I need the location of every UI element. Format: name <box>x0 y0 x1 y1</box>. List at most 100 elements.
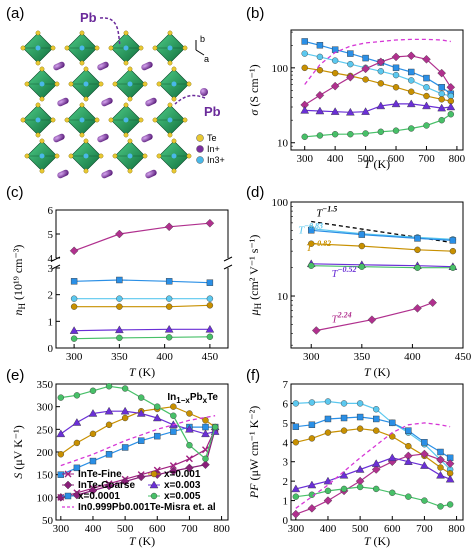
data-point <box>116 295 123 302</box>
x-tick-label: 300 <box>288 523 305 535</box>
data-point <box>406 51 416 61</box>
legend-te-swatch <box>196 134 204 142</box>
data-point <box>315 91 325 100</box>
data-point <box>70 295 78 302</box>
data-point <box>340 414 348 422</box>
data-point <box>438 84 445 91</box>
series-line <box>311 228 453 240</box>
in3-atom <box>171 81 177 87</box>
data-point <box>406 99 416 108</box>
data-point <box>347 60 354 68</box>
in3-atom <box>123 117 129 123</box>
structure-legend: Te In+ In3+ <box>196 133 225 165</box>
data-point <box>372 485 380 493</box>
series-line <box>304 38 451 85</box>
te-atom <box>156 153 162 159</box>
data-point <box>449 237 457 244</box>
x-axis-label: T (K) <box>364 365 390 379</box>
data-point <box>449 247 457 255</box>
x-tick-label: 800 <box>213 523 230 535</box>
x-tick-label: 400 <box>156 351 173 363</box>
data-point <box>315 106 325 115</box>
x-axis-label: T (K) <box>129 365 155 379</box>
data-point <box>413 304 422 313</box>
data-point <box>377 80 385 87</box>
series-line <box>311 265 453 269</box>
data-point <box>70 335 78 342</box>
data-point <box>446 83 456 92</box>
data-point <box>377 128 385 135</box>
data-point <box>361 64 370 74</box>
data-point <box>423 74 430 82</box>
data-point <box>339 470 349 479</box>
data-point <box>408 88 415 95</box>
data-point <box>169 462 177 470</box>
panel-label-b: (b) <box>246 5 264 22</box>
legend-in3-label: In3+ <box>207 155 225 165</box>
data-point <box>300 106 310 114</box>
x-tick-label: 300 <box>303 351 320 363</box>
data-point <box>414 264 421 271</box>
data-point <box>347 131 354 138</box>
x-tick-label: 800 <box>449 153 466 165</box>
crystal-structure <box>20 30 192 179</box>
data-point <box>330 107 340 115</box>
x-tick-label: 400 <box>320 523 337 535</box>
te-atom <box>94 45 100 51</box>
data-point <box>340 485 348 493</box>
data-point <box>301 38 308 45</box>
y-tick-label: 2 <box>283 476 289 488</box>
x-tick-label: 700 <box>418 153 435 165</box>
x-tick-label: 500 <box>117 523 134 535</box>
te-atom <box>112 81 118 87</box>
y-tick-label: 3 <box>48 263 54 275</box>
data-point <box>423 122 430 129</box>
te-atom <box>68 81 74 87</box>
data-point <box>446 102 456 111</box>
data-point <box>408 68 415 76</box>
data-point <box>331 131 339 138</box>
data-point <box>405 493 412 500</box>
data-point <box>324 398 332 405</box>
in3-atom <box>171 153 177 159</box>
data-point <box>392 64 400 72</box>
data-point <box>116 276 123 284</box>
te-atom <box>123 60 129 66</box>
x-tick-label: 600 <box>384 523 401 535</box>
data-point <box>372 406 380 413</box>
data-point <box>445 459 455 468</box>
series-line <box>295 457 451 490</box>
in3-atom <box>83 81 89 87</box>
data-point <box>88 409 98 417</box>
legend-in3-swatch <box>196 156 204 164</box>
data-point <box>206 302 214 309</box>
data-point <box>105 421 113 428</box>
data-point <box>72 418 82 426</box>
pb-arrow-bottom <box>174 94 206 105</box>
pb-atom-marker <box>200 88 208 96</box>
te-atom <box>167 60 173 66</box>
data-point <box>164 324 174 333</box>
panel-e: (e) 300 400 500 600 700 800 50 100 150 200 250 300 3… <box>6 367 230 548</box>
pb-label-bottom: Pb <box>204 104 221 119</box>
data-point <box>154 432 161 440</box>
data-point <box>376 57 386 67</box>
legend-in1-swatch <box>196 145 204 153</box>
y-axis-label: PF (μW cm⁻¹ K⁻²) <box>247 406 261 499</box>
data-point <box>371 465 381 474</box>
data-point <box>88 486 98 495</box>
data-point <box>70 278 78 285</box>
te-atom <box>171 66 177 72</box>
data-point <box>121 444 129 451</box>
te-atom <box>94 117 100 123</box>
in3-atom <box>35 45 41 51</box>
data-point <box>324 415 332 423</box>
legend-entry: x=0.003 <box>164 480 201 491</box>
data-point <box>361 107 370 115</box>
in1-chain-atom <box>53 61 65 71</box>
te-atom <box>35 102 41 108</box>
te-atom <box>108 117 114 123</box>
data-point <box>356 413 364 421</box>
te-atom <box>64 45 70 51</box>
data-point <box>391 99 401 108</box>
